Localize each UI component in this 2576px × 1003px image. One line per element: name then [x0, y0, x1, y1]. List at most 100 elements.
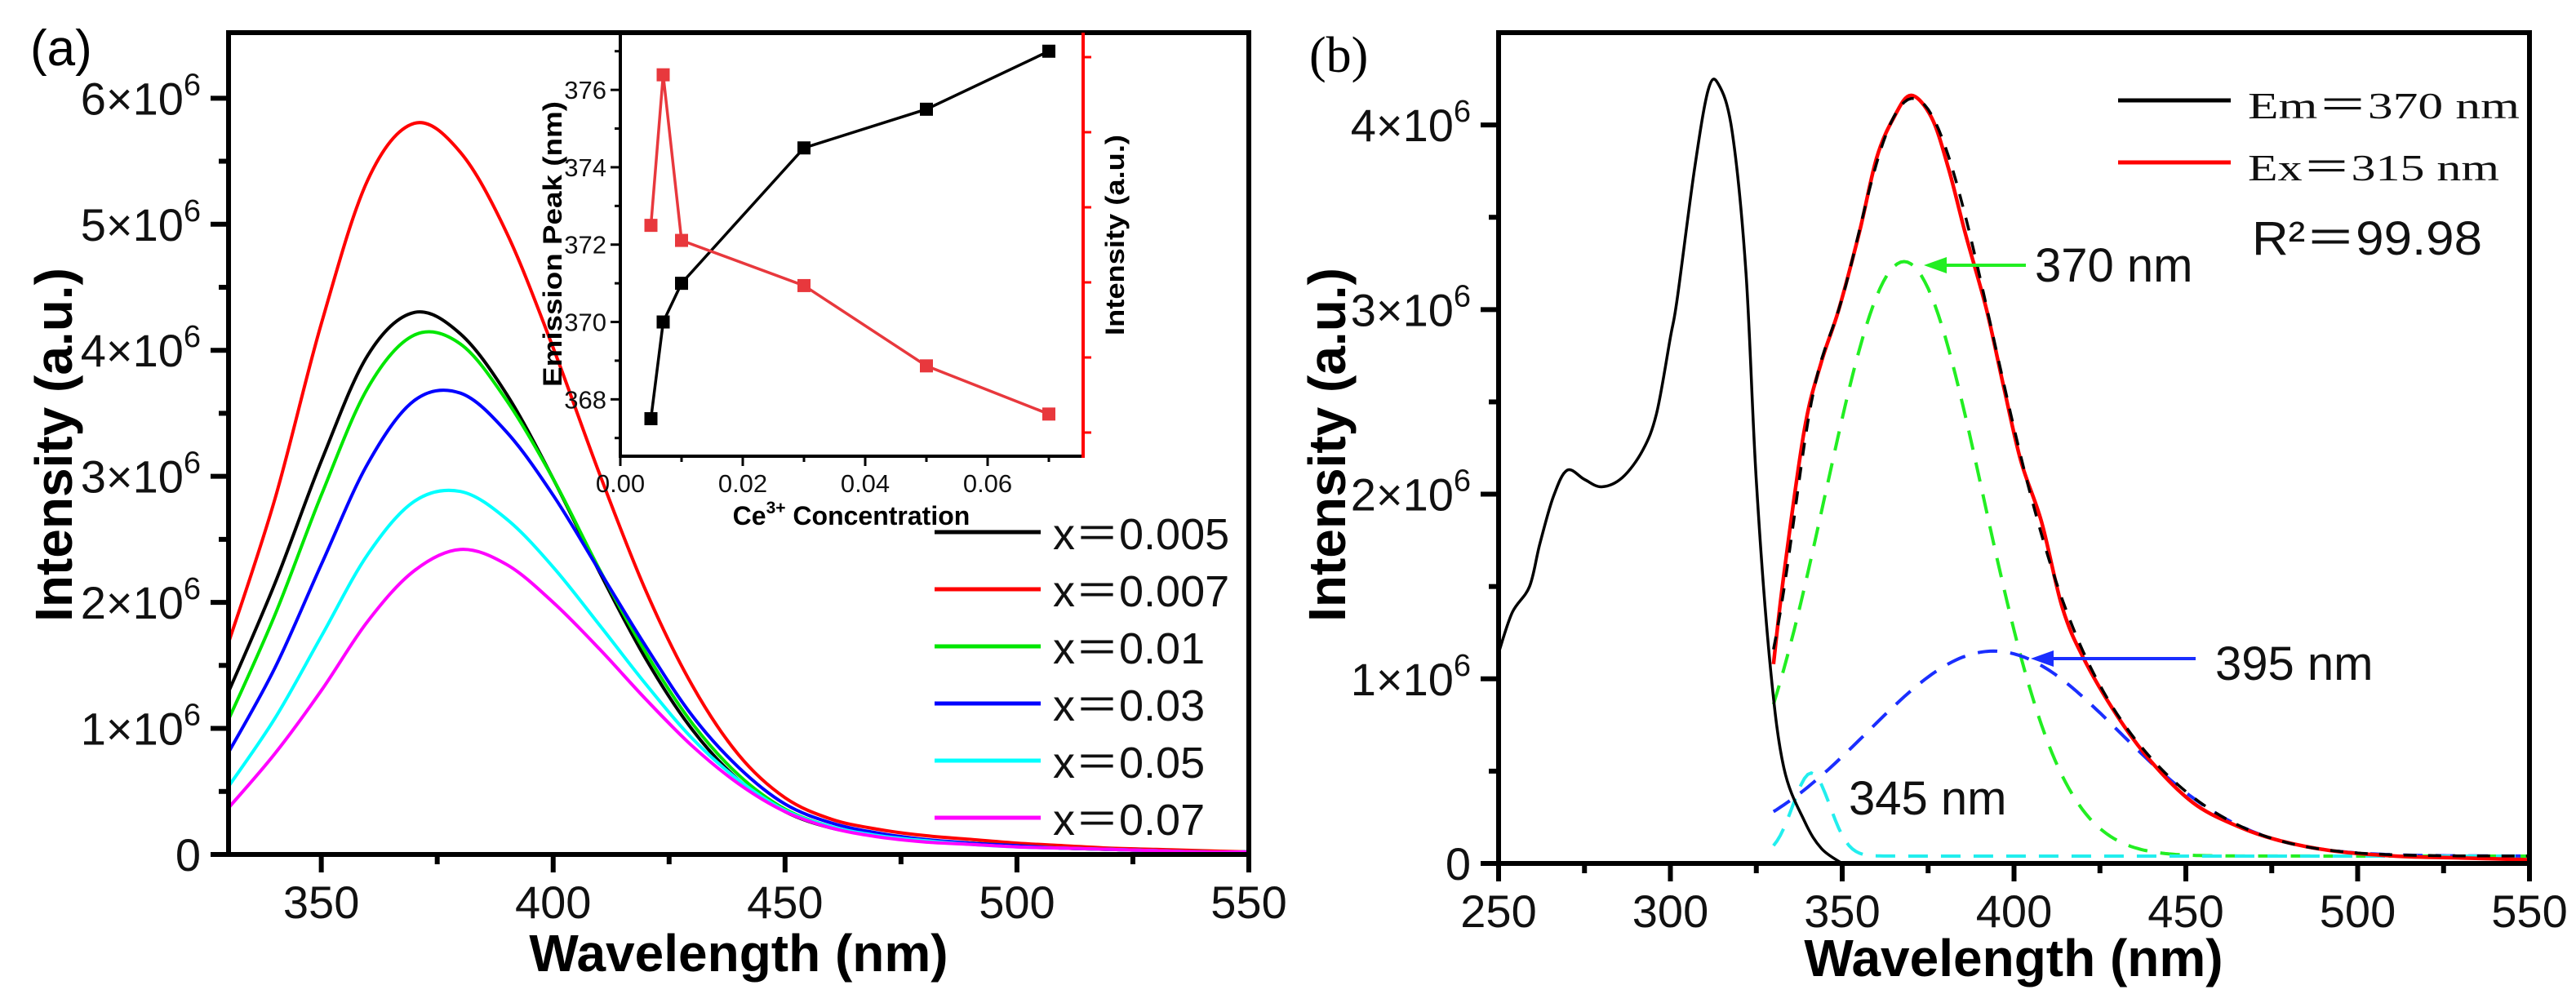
inset-marker-left	[656, 315, 670, 329]
inset-y-tick-label: 376	[564, 76, 606, 104]
y-tick-label: 1×106	[81, 699, 201, 755]
panel-a-curves	[227, 121, 1250, 854]
inset-marker-right	[797, 278, 811, 292]
legend-label: x＝0.05	[1053, 739, 1205, 788]
inset-x-tick-label: 0.06	[963, 469, 1012, 498]
inset-marker-left	[920, 102, 933, 116]
x-tick-label: 450	[2147, 885, 2223, 937]
x-tick-label: 550	[1210, 877, 1286, 928]
y-tick-mantissa: 4×10	[81, 325, 184, 376]
annotation-395-label: 395 nm	[2215, 637, 2373, 690]
y-tick-label: 3×106	[81, 446, 201, 503]
panel-b-ticks: 250 300 350 400 450 500 55001×1062×1063×1064×1…	[1351, 95, 2568, 937]
y-tick-label: 0	[1446, 838, 1471, 890]
legend-label-em: Em＝370 nm	[2248, 85, 2520, 126]
y-tick-exponent: 6	[184, 68, 201, 102]
inset-ticks: 0.00 0.02 0.04 0.06 368 370 372 374 376	[564, 50, 1091, 498]
panel-a-y-axis-title: Intensity (a.u.)	[24, 268, 83, 622]
y-tick-mantissa: 1×10	[1351, 654, 1454, 705]
y-tick-label: 1×106	[1351, 649, 1471, 705]
y-tick-label: 2×106	[1351, 464, 1471, 521]
excitation-spectrum-line	[1497, 78, 1844, 865]
panel-label-b: (b)	[1309, 28, 1368, 83]
inset-y-tick-label: 372	[564, 231, 606, 260]
panel-a-x-axis-title: Wavelength (nm)	[529, 924, 948, 983]
inset-x-title-sup: 3+	[766, 499, 786, 517]
inset-y-tick-label: 370	[564, 308, 606, 337]
x-tick-label: 250	[1460, 885, 1536, 937]
annotation-395: 395 nm	[2031, 637, 2373, 690]
r-squared-label: R²＝99.98	[2252, 212, 2482, 265]
y-tick-label: 6×106	[81, 68, 201, 124]
x-tick-label: 450	[747, 877, 823, 928]
panel-b-chart: 250 300 350 400 450 500 55001×1062×1063×1064×1…	[1298, 30, 2568, 987]
panel-a-legend: x＝0.005 x＝0.007 x＝0.01 x＝0.03 x＝0.05 x＝0.07	[935, 510, 1229, 845]
panel-b-y-axis-title: Intensity (a.u.)	[1298, 268, 1357, 622]
y-tick-exponent: 6	[1454, 279, 1471, 313]
inset-marker-left	[1042, 44, 1055, 58]
legend-label-ex: Ex＝315 nm	[2248, 147, 2499, 189]
x-tick-label: 500	[979, 877, 1055, 928]
annotation-370-label: 370 nm	[2035, 239, 2192, 292]
y-tick-exponent: 6	[1454, 464, 1471, 499]
inset-x-title-post: Concentration	[786, 501, 970, 530]
inset-marker-right	[644, 219, 658, 233]
y-tick-mantissa: 2×10	[81, 577, 184, 628]
inset-marker-left	[675, 277, 688, 291]
y-tick-exponent: 6	[184, 320, 201, 354]
y-tick-label: 2×106	[81, 572, 201, 628]
inset-marker-right	[656, 68, 670, 82]
y-tick-mantissa: 4×10	[1351, 100, 1454, 151]
y-tick-exponent: 6	[1454, 95, 1471, 129]
inset-marks	[644, 44, 1055, 426]
panel-a-frame	[226, 30, 1251, 857]
y-tick-mantissa: 3×10	[1351, 284, 1454, 335]
inset-x-tick-label: 0.04	[841, 469, 890, 498]
panel-b-legend: Em＝370 nm Ex＝315 nm	[2118, 85, 2520, 189]
y-tick-label: 5×106	[81, 194, 201, 251]
y-tick-exponent: 6	[184, 446, 201, 481]
y-tick-mantissa: 0	[1446, 838, 1471, 890]
annotation-345-label: 345 nm	[1849, 772, 2006, 825]
inset-marker-right	[675, 233, 688, 247]
arrow-395-head-icon	[2031, 650, 2054, 667]
annotation-370: 370 nm	[1924, 239, 2192, 292]
inset-marker-right	[1042, 407, 1055, 421]
x-tick-label: 500	[2320, 885, 2396, 937]
inset-x-tick-label: 0.00	[596, 469, 645, 498]
y-tick-mantissa: 2×10	[1351, 469, 1454, 521]
legend-label: x＝0.007	[1053, 567, 1229, 616]
arrow-370-head-icon	[1924, 257, 1947, 273]
y-tick-exponent: 6	[184, 194, 201, 229]
y-tick-label: 3×106	[1351, 279, 1471, 335]
inset-x-tick-label: 0.02	[718, 469, 767, 498]
y-tick-label: 0	[175, 829, 201, 881]
y-tick-exponent: 6	[184, 699, 201, 733]
inset-marker-left	[644, 412, 658, 426]
x-tick-label: 350	[1804, 885, 1880, 937]
panel-label-a: (a)	[30, 20, 92, 77]
inset-right-axis-title: Intensity (a.u.)	[1100, 135, 1130, 335]
legend-label: x＝0.01	[1053, 624, 1205, 673]
spectrum-line-2	[227, 121, 1250, 854]
spectrum-line-6	[227, 548, 1250, 854]
y-tick-mantissa: 5×10	[81, 199, 184, 251]
x-tick-label: 550	[2491, 885, 2567, 937]
inset-marker-left	[797, 141, 811, 155]
legend-label: x＝0.07	[1053, 796, 1205, 845]
inset-x-title-pre: Ce	[733, 501, 766, 530]
y-tick-exponent: 6	[184, 572, 201, 606]
panel-b-curves	[1497, 78, 2530, 865]
y-tick-mantissa: 0	[175, 829, 201, 881]
legend-label: x＝0.005	[1053, 510, 1229, 559]
y-tick-label: 4×106	[1351, 95, 1471, 151]
x-tick-label: 400	[515, 877, 591, 928]
x-tick-label: 400	[1976, 885, 2052, 937]
legend-label: x＝0.03	[1053, 681, 1205, 730]
inset-line-right	[649, 74, 1050, 415]
panel-b-x-axis-title: Wavelength (nm)	[1804, 929, 2223, 987]
y-tick-exponent: 6	[1454, 649, 1471, 683]
y-tick-mantissa: 6×10	[81, 73, 184, 124]
